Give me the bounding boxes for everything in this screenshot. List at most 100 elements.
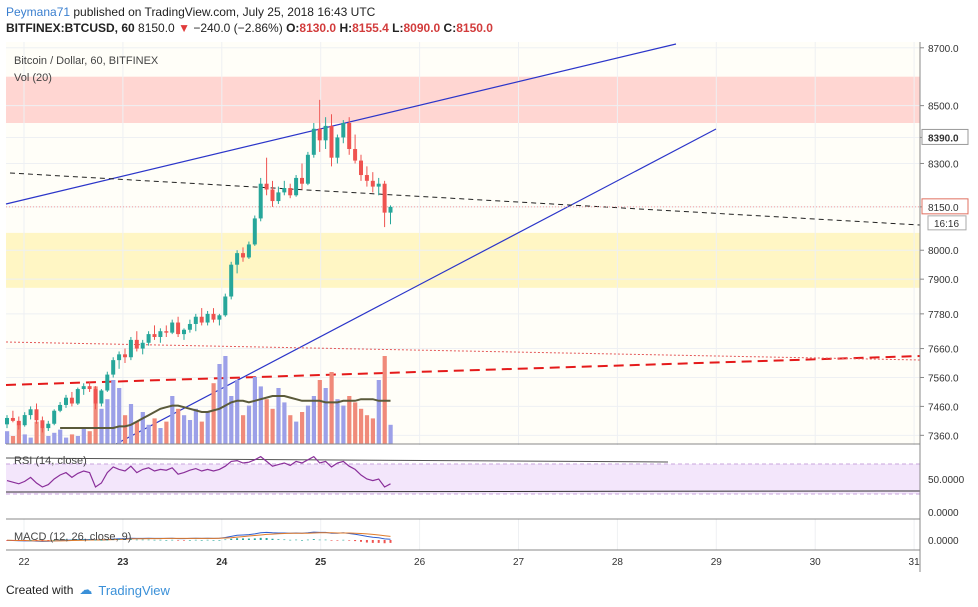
volume-bar [193,408,198,444]
candle-body [22,415,27,426]
candles [5,99,393,433]
chart-area[interactable]: Bitcoin / Dollar, 60, BITFINEX Vol (20) … [0,40,978,572]
macd-hist-bar [354,540,357,542]
volume-bar [252,376,257,444]
candle [223,293,228,317]
candle [311,122,316,158]
candle [134,331,139,352]
macd-hist-bar [247,538,250,540]
symbol-label: BITFINEX:BTCUSD, 60 [6,21,135,35]
volume-bar [294,421,299,444]
volume-bar [300,412,305,444]
macd-hist-bar [65,539,67,541]
candle [193,313,198,332]
macd-hist-bar [94,539,97,541]
candle-body [335,137,340,158]
resistance-zone [6,76,920,123]
volume-bar [199,421,204,444]
macd-hist-bar [295,539,298,541]
candle [205,310,210,326]
macd-hist-bar [218,540,221,541]
ohlc-line: BITFINEX:BTCUSD, 60 8150.0 ▼ −240.0 (−2.… [6,20,966,36]
macd-hist-bar [153,539,156,541]
candle-body [382,183,387,213]
candle-body [323,125,328,141]
volume-bar [22,434,27,444]
volume-bar [158,428,163,444]
candle [305,151,310,186]
time-tick-label: 24 [216,557,228,568]
candle [376,177,381,196]
candle-body [10,417,15,421]
candle [164,325,169,337]
macd-hist-bar [194,539,197,541]
macd-hist-bar [188,540,191,541]
candle-body [87,386,92,390]
candle [252,215,257,246]
candle-body [270,189,275,202]
price-tick-label: 7660.0 [928,345,959,356]
candle-body [205,313,210,323]
volume-bar [117,388,122,444]
volume-bar [5,431,10,444]
volume-bar [164,421,169,444]
candle [182,328,186,340]
tradingview-logo-icon[interactable]: ☁ [79,582,93,597]
volume-bar [229,396,234,444]
candle-body [258,183,263,219]
macd-hist-bar [59,539,62,541]
macd-hist-bar [70,539,73,541]
countdown-box [927,215,967,231]
volume-ma-line [60,395,391,429]
macd-hist-bar [336,540,339,541]
candle-body [235,253,240,265]
last-price-box [921,198,969,215]
author-link[interactable]: Peymana71 [6,5,71,19]
candle [75,387,80,405]
candle [111,357,116,378]
macd-hist-bar [289,539,292,541]
volume-bar [46,436,51,444]
volume-bar [99,408,104,444]
macd-hist-bar [383,540,386,544]
candle [199,308,204,326]
candle-body [158,331,163,337]
candle-body [388,206,393,213]
volume-bar [81,428,86,444]
volume-bar [341,405,346,444]
rising-support-trendline [115,128,717,445]
macd-hist-bar [106,539,109,541]
time-axis: 22 23 24 25 26 27 28 29 30 31 [18,557,920,568]
macd-hist-bar [118,539,121,540]
macd-hist-bar [348,540,351,541]
close-label: C: [443,21,457,35]
volume-bar [258,386,263,444]
candle-body [81,386,86,390]
tradingview-logo-text[interactable]: TradingView [98,582,170,598]
candle [353,134,358,164]
candle-body [176,322,181,335]
rsi-tick-label: 50.0000 [928,475,965,486]
candle [323,117,328,150]
close-value: 8150.0 [456,21,493,35]
candle [170,319,175,335]
volume-bar [329,372,334,444]
volume-bar [282,402,287,444]
volume-bar [276,388,281,444]
volume-bar [264,399,269,444]
open-value: 8130.0 [299,21,337,35]
candle-body [288,188,293,196]
volume-bar [123,415,128,444]
candle-body [123,354,127,358]
trendlines[interactable] [5,43,921,445]
volume-bar [370,418,375,444]
macd-signal-line [6,532,391,542]
volume-bar [353,402,358,444]
volume-bar [10,436,16,444]
macd-hist-bar [159,539,162,541]
volume-bar [288,415,293,444]
candle-body [34,409,39,421]
candle-body [134,339,139,349]
candle-body [117,354,122,361]
candle [52,409,57,426]
